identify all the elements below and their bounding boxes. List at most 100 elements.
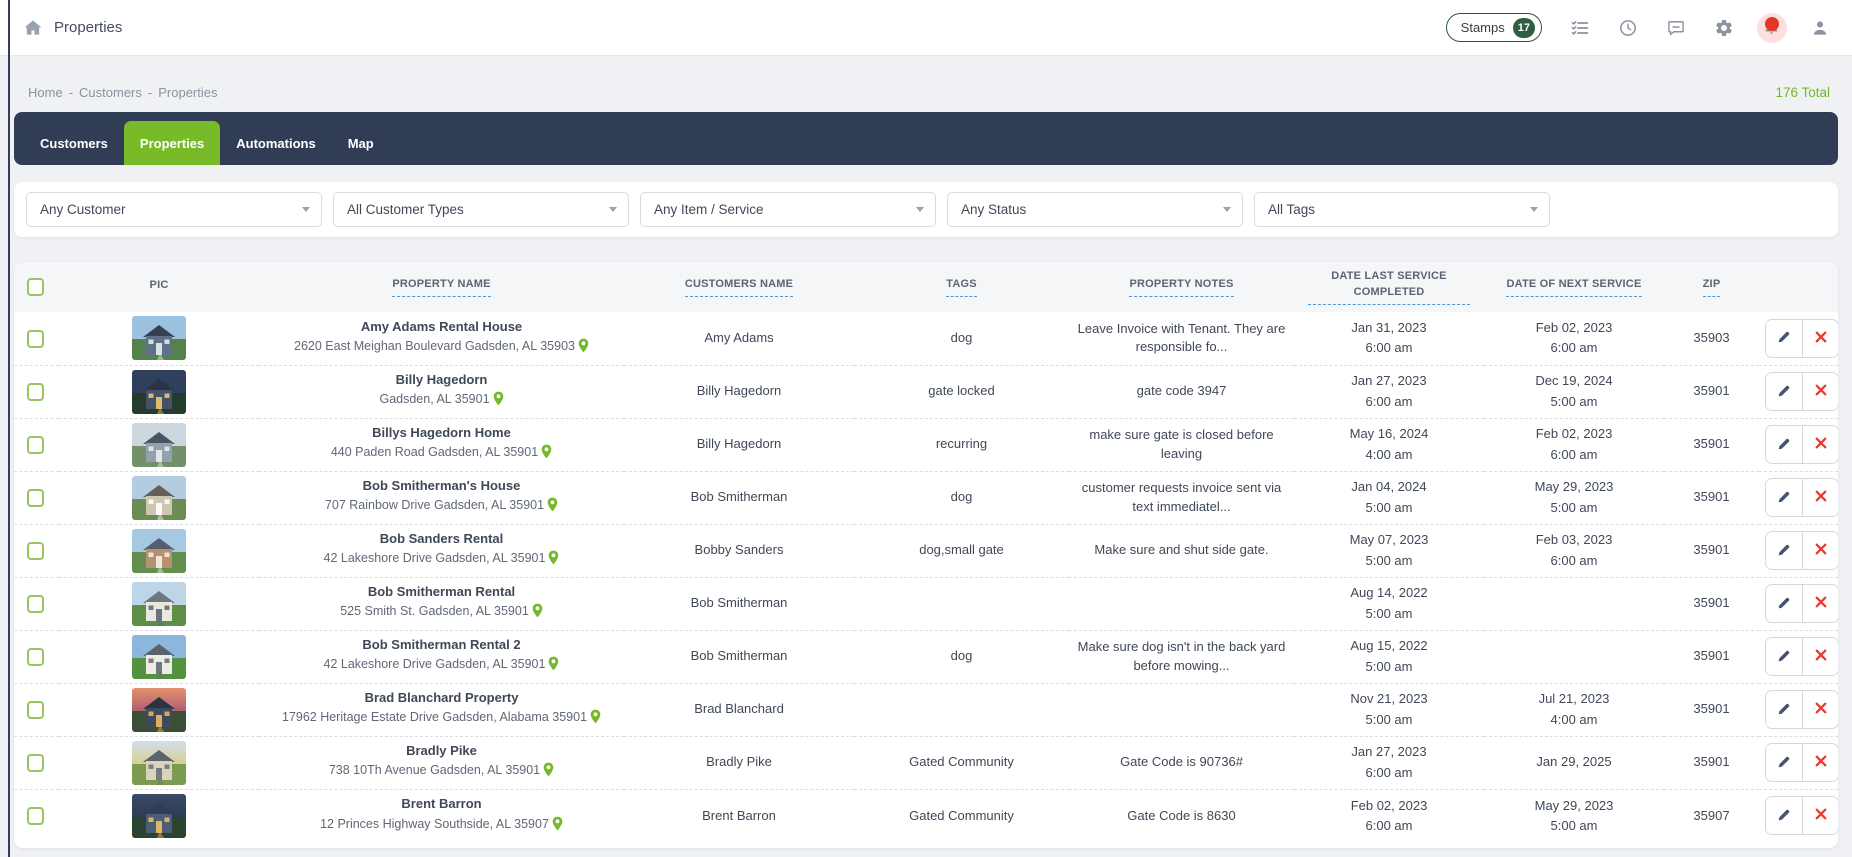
bell-icon[interactable] — [1756, 12, 1787, 43]
property-photo[interactable] — [132, 740, 186, 785]
home-icon[interactable] — [22, 17, 43, 38]
row-checkbox[interactable] — [27, 807, 44, 826]
map-pin-icon[interactable] — [578, 338, 589, 359]
breadcrumb-item[interactable]: Home — [28, 84, 63, 100]
delete-property-button[interactable] — [1802, 319, 1838, 357]
property-name-link[interactable]: Bob Smitherman's House — [362, 478, 521, 494]
clock-icon[interactable] — [1617, 17, 1638, 38]
property-name-link[interactable]: Bradly Pike — [406, 743, 477, 759]
map-pin-icon[interactable] — [532, 603, 543, 624]
map-pin-icon[interactable] — [548, 656, 559, 677]
tab[interactable]: Automations — [220, 121, 331, 165]
user-icon[interactable] — [1809, 17, 1830, 38]
edit-property-button[interactable] — [1766, 373, 1802, 410]
filter-dropdown[interactable]: Any Status — [947, 192, 1243, 227]
edit-property-button[interactable] — [1766, 532, 1802, 569]
column-sort-date-last-service[interactable]: DATE LAST SERVICE COMPLETED — [1308, 269, 1470, 305]
delete-property-button[interactable] — [1802, 638, 1838, 675]
properties-table: PIC PROPERTY NAME CUSTOMERS NAME TAGS PR… — [14, 262, 1838, 842]
stamps-button[interactable]: Stamps 17 — [1445, 13, 1542, 42]
map-pin-icon[interactable] — [548, 550, 559, 571]
gear-icon[interactable] — [1713, 17, 1734, 38]
tab[interactable]: Map — [332, 121, 390, 165]
tab[interactable]: Properties — [123, 121, 221, 165]
map-pin-icon[interactable] — [541, 444, 552, 465]
edit-property-button[interactable] — [1766, 691, 1802, 728]
property-name-link[interactable]: Bob Smitherman Rental 2 — [362, 637, 521, 653]
row-checkbox[interactable] — [27, 753, 44, 772]
edit-property-button[interactable] — [1766, 797, 1802, 835]
tab[interactable]: Customers — [24, 121, 124, 165]
property-photo[interactable] — [132, 316, 186, 361]
delete-property-button[interactable] — [1802, 691, 1838, 728]
edit-property-button[interactable] — [1766, 319, 1802, 357]
row-checkbox[interactable] — [27, 382, 44, 401]
delete-x-icon — [1815, 384, 1827, 399]
property-photo[interactable] — [132, 581, 186, 626]
select-all-checkbox[interactable] — [27, 278, 44, 296]
column-sort-customers-name[interactable]: CUSTOMERS NAME — [684, 277, 794, 297]
property-name-link[interactable]: Brad Blanchard Property — [364, 690, 519, 706]
column-sort-property-notes[interactable]: PROPERTY NOTES — [1129, 277, 1234, 297]
delete-property-button[interactable] — [1802, 744, 1838, 781]
property-photo[interactable] — [132, 687, 186, 732]
map-pin-icon[interactable] — [547, 497, 558, 518]
edit-property-button[interactable] — [1766, 426, 1802, 463]
column-sort-date-next-service[interactable]: DATE OF NEXT SERVICE — [1506, 277, 1642, 297]
property-photo[interactable] — [132, 422, 186, 467]
filter-dropdown[interactable]: Any Item / Service — [640, 192, 936, 227]
filter-dropdown[interactable]: Any Customer — [26, 192, 322, 227]
property-photo[interactable] — [132, 475, 186, 520]
breadcrumb-item[interactable]: Properties — [158, 84, 218, 100]
delete-property-button[interactable] — [1802, 426, 1838, 463]
edit-property-button[interactable] — [1766, 585, 1802, 622]
row-checkbox[interactable] — [27, 700, 44, 719]
filter-selected-value: Any Customer — [40, 202, 126, 217]
map-pin-icon[interactable] — [543, 762, 554, 783]
property-name-link[interactable]: Brent Barron — [401, 796, 482, 812]
property-name-link[interactable]: Billys Hagedorn Home — [372, 425, 511, 441]
filter-dropdown[interactable]: All Tags — [1254, 192, 1550, 227]
filter-dropdown[interactable]: All Customer Types — [333, 192, 629, 227]
row-checkbox[interactable] — [27, 329, 44, 348]
row-checkbox[interactable] — [27, 488, 44, 507]
column-sort-tags[interactable]: TAGS — [946, 277, 977, 297]
row-checkbox[interactable] — [27, 435, 44, 454]
customer-name-cell: Bob Smitherman — [624, 470, 854, 524]
date-next-service-cell: Feb 03, 2023 6:00 am — [1484, 523, 1664, 577]
delete-x-icon — [1815, 490, 1827, 505]
chat-icon[interactable] — [1665, 17, 1686, 38]
map-pin-icon[interactable] — [590, 709, 601, 730]
row-checkbox[interactable] — [27, 647, 44, 666]
delete-property-button[interactable] — [1802, 373, 1838, 410]
property-photo[interactable] — [132, 528, 186, 573]
edit-property-button[interactable] — [1766, 744, 1802, 781]
tab-bar: Customers Properties Automations Map — [14, 112, 1838, 165]
row-checkbox[interactable] — [27, 594, 44, 613]
column-sort-property-name[interactable]: PROPERTY NAME — [392, 277, 491, 297]
breadcrumb-separator: - — [68, 84, 74, 100]
delete-property-button[interactable] — [1802, 585, 1838, 622]
property-name-link[interactable]: Bob Sanders Rental — [379, 531, 504, 547]
checklist-icon[interactable] — [1569, 17, 1590, 38]
property-name-link[interactable]: Amy Adams Rental House — [360, 318, 523, 334]
property-photo[interactable] — [132, 369, 186, 414]
row-checkbox[interactable] — [27, 541, 44, 560]
zip-cell: 35901 — [1664, 576, 1759, 630]
property-photo[interactable] — [132, 793, 186, 838]
row-actions — [1765, 743, 1838, 782]
property-photo[interactable] — [132, 634, 186, 679]
tab-label: Customers — [40, 135, 108, 151]
property-name-link[interactable]: Billy Hagedorn — [395, 372, 488, 388]
tab-label: Map — [347, 135, 374, 151]
column-sort-zip[interactable]: ZIP — [1702, 277, 1721, 297]
delete-property-button[interactable] — [1802, 797, 1838, 835]
map-pin-icon[interactable] — [493, 391, 504, 412]
delete-property-button[interactable] — [1802, 479, 1838, 516]
edit-property-button[interactable] — [1766, 638, 1802, 675]
delete-property-button[interactable] — [1802, 532, 1838, 569]
property-name-link[interactable]: Bob Smitherman Rental — [367, 584, 516, 600]
map-pin-icon[interactable] — [552, 816, 563, 837]
breadcrumb-item[interactable]: Customers — [79, 84, 142, 100]
edit-property-button[interactable] — [1766, 479, 1802, 516]
